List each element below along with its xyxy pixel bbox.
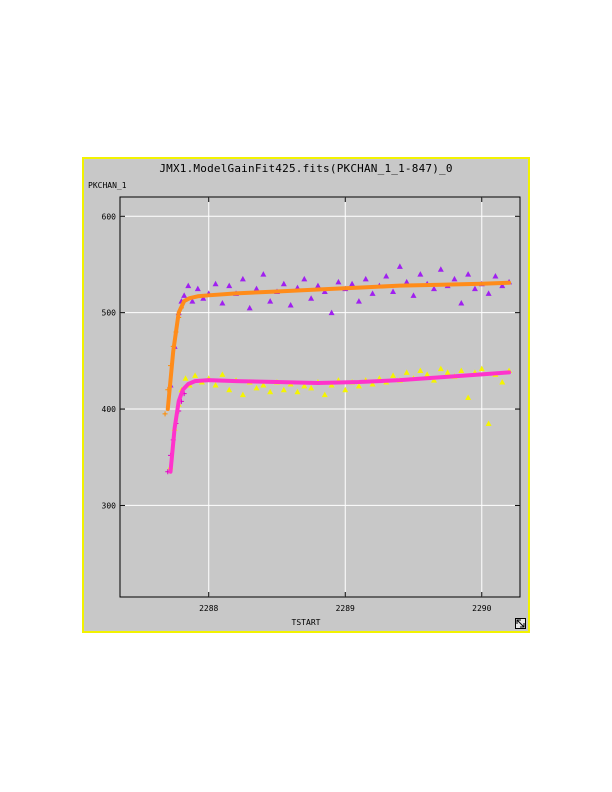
series-5-fit-line xyxy=(168,370,512,474)
y-tick-label: 400 xyxy=(102,405,117,414)
series-0-point xyxy=(465,271,472,277)
series-1-point xyxy=(280,386,287,393)
series-1-point xyxy=(342,386,349,393)
series-0-point xyxy=(239,275,246,282)
series-0-point xyxy=(267,298,274,304)
series-0-point xyxy=(451,275,458,282)
series-0-point xyxy=(417,271,424,277)
series-0-point xyxy=(437,266,444,272)
series-0-point xyxy=(485,290,492,296)
y-tick-label: 300 xyxy=(102,501,117,510)
series-1-point xyxy=(437,365,444,372)
series-0-point xyxy=(226,282,233,289)
series-0-point xyxy=(185,282,192,289)
resize-corner-icon xyxy=(516,619,525,628)
series-1-point xyxy=(182,375,189,381)
series-0-point xyxy=(335,278,342,285)
series-1-point xyxy=(424,371,431,377)
series-0-point xyxy=(492,273,499,279)
series-0-point xyxy=(328,309,335,316)
series-0-point xyxy=(355,298,362,304)
series-0-point xyxy=(308,295,315,301)
series-0-point xyxy=(471,285,478,292)
series-1-point xyxy=(458,367,465,373)
series-0-point xyxy=(212,280,219,287)
plot-area xyxy=(119,196,521,598)
series-0-point xyxy=(314,282,321,289)
series-1-point xyxy=(260,381,267,388)
series-0-point xyxy=(280,280,287,287)
series-1-point xyxy=(403,369,410,375)
series-1-point xyxy=(301,382,308,389)
series-1-point xyxy=(192,372,199,378)
series-0-point xyxy=(189,298,196,304)
series-0-point xyxy=(390,288,397,294)
series-0-point xyxy=(362,275,369,282)
x-tick-label: 2289 xyxy=(336,604,355,613)
series-0-point xyxy=(181,292,188,298)
series-1-point xyxy=(478,365,485,372)
x-tick-label: 2290 xyxy=(472,604,491,613)
series-0-point xyxy=(219,300,226,306)
series-1-point xyxy=(417,367,424,373)
series-1-point xyxy=(226,386,233,393)
plot-window: JMX1.ModelGainFit425.fits(PKCHAN_1_1-847… xyxy=(82,157,530,633)
series-0-point xyxy=(253,285,260,292)
series-1-point xyxy=(219,371,226,377)
series-1-point xyxy=(465,394,472,400)
series-4-fit-line xyxy=(165,280,512,412)
series-1-point xyxy=(430,377,437,383)
series-1-point xyxy=(308,384,315,391)
series-2-point xyxy=(162,411,168,417)
plot-title: JMX1.ModelGainFit425.fits(PKCHAN_1_1-847… xyxy=(159,162,453,175)
series-1-point xyxy=(239,391,246,398)
series-0-point xyxy=(396,263,403,269)
series-0-point xyxy=(246,304,253,311)
series-0-point xyxy=(349,280,356,287)
series-1-point xyxy=(321,391,328,398)
series-1-point xyxy=(369,380,376,387)
y-tick-label: 500 xyxy=(102,309,117,318)
series-0-point xyxy=(369,290,376,296)
series-0-point xyxy=(410,292,417,298)
series-0-point xyxy=(260,271,267,277)
series-0-point xyxy=(383,273,390,279)
y-axis-label: PKCHAN_1 xyxy=(88,181,127,190)
series-0-point xyxy=(200,295,207,301)
series-0-point xyxy=(403,278,410,285)
scatter-chart: 2288 2289 2290 300 400 500 600 xyxy=(102,196,521,613)
series-1-point xyxy=(390,372,397,378)
series-1-point xyxy=(444,369,451,375)
series-0-point xyxy=(287,301,294,308)
series-1-point xyxy=(499,379,506,385)
series-1-point xyxy=(294,388,301,395)
series-0-point xyxy=(301,275,308,282)
series-1-point xyxy=(355,382,362,389)
series-1-point xyxy=(212,381,219,388)
y-tick-label: 600 xyxy=(102,212,117,221)
series-0-point xyxy=(458,300,465,306)
series-0-point xyxy=(430,285,437,292)
series-0-point xyxy=(194,285,201,292)
resize-handle[interactable] xyxy=(515,618,526,629)
x-tick-label: 2288 xyxy=(199,604,218,613)
series-1-point xyxy=(267,388,274,395)
series-1-point xyxy=(253,384,260,391)
x-axis-label: TSTART xyxy=(291,618,321,627)
series-1-point xyxy=(485,420,492,427)
series-0-point xyxy=(499,282,506,289)
